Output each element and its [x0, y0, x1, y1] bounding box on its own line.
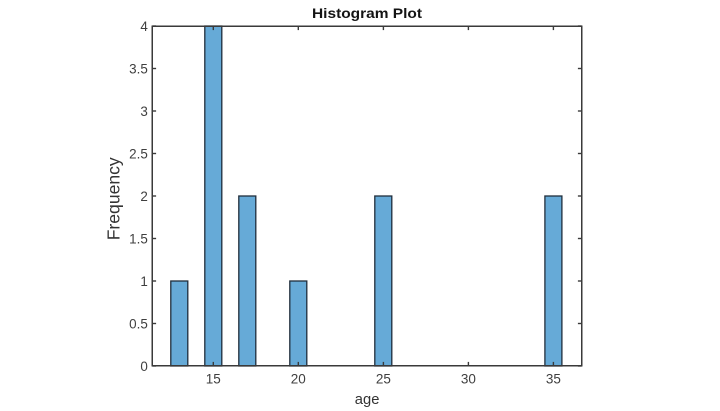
svg-text:15: 15	[206, 371, 221, 386]
svg-text:2.5: 2.5	[129, 147, 148, 162]
svg-text:Frequency: Frequency	[104, 157, 124, 240]
svg-text:25: 25	[376, 371, 391, 386]
svg-text:Histogram Plot: Histogram Plot	[312, 6, 422, 21]
svg-text:4: 4	[140, 19, 148, 34]
svg-text:35: 35	[546, 371, 561, 386]
svg-text:20: 20	[291, 371, 306, 386]
svg-text:0: 0	[140, 359, 147, 374]
svg-text:0.5: 0.5	[129, 317, 148, 332]
svg-text:2: 2	[140, 189, 147, 204]
svg-text:3: 3	[140, 104, 147, 119]
svg-text:1: 1	[140, 274, 147, 289]
svg-text:30: 30	[461, 371, 476, 386]
svg-text:1.5: 1.5	[129, 232, 148, 247]
svg-text:3.5: 3.5	[129, 62, 148, 77]
svg-text:age: age	[355, 392, 380, 408]
